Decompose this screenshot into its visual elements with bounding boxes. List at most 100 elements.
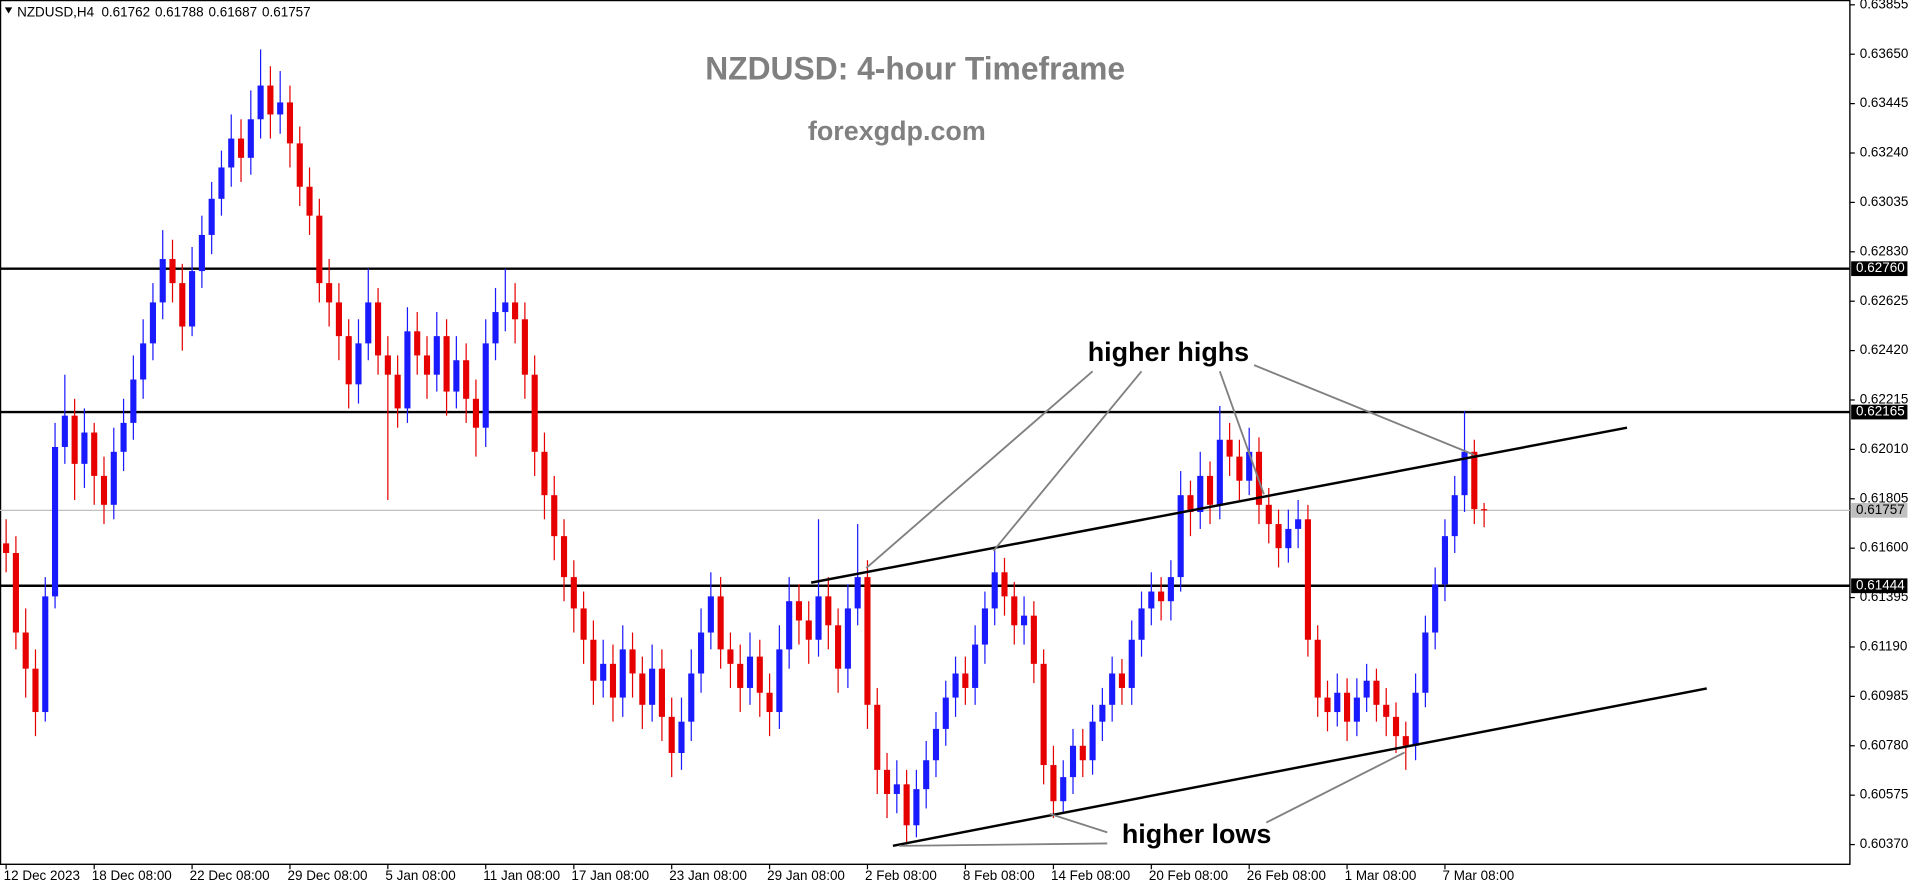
candle-body (835, 625, 842, 669)
candle-body (942, 697, 949, 729)
candle-body (678, 721, 685, 754)
symbol: NZDUSD,H4 (17, 4, 94, 19)
candle-body (1118, 673, 1126, 688)
price-box (1851, 578, 1908, 594)
candle-body (1441, 536, 1449, 585)
x-tick-label: 2 Feb 08:00 (865, 868, 937, 883)
candle-body (228, 138, 235, 168)
candle-body (825, 596, 832, 626)
candle-body (286, 102, 294, 144)
candle-body (649, 668, 656, 705)
candle-body (12, 553, 19, 633)
candle-body (394, 374, 401, 409)
candle-body (658, 668, 665, 717)
close: 0.61757 (262, 4, 311, 19)
candle-body (1177, 495, 1184, 578)
candle-body (609, 663, 617, 698)
pointer-line (992, 370, 1143, 552)
annotation: higher lows (1122, 819, 1271, 849)
candle-body (639, 673, 646, 705)
candle-body (1138, 608, 1145, 640)
candle-body (1099, 704, 1106, 722)
candle-body (71, 415, 78, 464)
y-tick-label: 0.60575 (1860, 787, 1909, 802)
candle-body (776, 649, 783, 713)
trendline (892, 687, 1708, 847)
candle-body (629, 649, 636, 674)
y-tick-label: 0.61805 (1860, 490, 1909, 505)
candle-body (932, 728, 940, 761)
candle-body (1344, 692, 1351, 722)
pointer-line (899, 842, 1108, 847)
candle-body (619, 649, 626, 698)
candle-body (688, 673, 695, 722)
candle-body (247, 119, 254, 158)
candle-body (1451, 495, 1458, 537)
candle-body (913, 789, 920, 826)
x-tick-label: 14 Feb 08:00 (1051, 868, 1130, 883)
pointer-line (1049, 813, 1108, 834)
candle-body (384, 355, 391, 375)
candle-body (433, 336, 440, 375)
candle-body (746, 656, 754, 688)
candle-body (786, 601, 793, 650)
candle-body (100, 475, 108, 505)
candle-body (3, 543, 10, 554)
x-tick-label: 8 Feb 08:00 (963, 868, 1035, 883)
candle-body (140, 343, 147, 380)
candle-body (189, 271, 196, 327)
trendline (810, 426, 1628, 584)
candle-body (492, 312, 499, 344)
candle-body (854, 577, 861, 609)
price-box-label: 0.62760 (1856, 260, 1905, 275)
candle-body (1050, 765, 1057, 802)
header: NZDUSD,H4 0.61762 0.61788 0.61687 0.61757 (17, 4, 311, 19)
price-box (1851, 502, 1908, 518)
chart-subtitle: forexgdp.com (808, 116, 986, 146)
candle-body (208, 198, 215, 235)
price-box (1851, 261, 1908, 277)
x-tick-label: 29 Dec 08:00 (288, 868, 368, 883)
y-tick-label: 0.62215 (1860, 392, 1909, 407)
candle-body (159, 259, 166, 303)
candle-body (404, 331, 411, 409)
candle-body (81, 432, 88, 464)
candle-body (1079, 745, 1086, 761)
x-tick-label: 20 Feb 08:00 (1149, 868, 1228, 883)
price-box-label: 0.61757 (1856, 502, 1905, 517)
overlay: NZDUSD,H4 0.61762 0.61788 0.61687 0.61757 NZ… (4, 4, 1475, 849)
candle-body (1069, 745, 1077, 778)
candle-body (169, 259, 176, 284)
candle-body (1109, 673, 1116, 705)
candle-body (1383, 704, 1390, 717)
candle-body (893, 784, 900, 794)
y-tick-label: 0.62830 (1860, 243, 1909, 258)
candle-body (1021, 615, 1028, 626)
candle-body (1295, 519, 1302, 529)
candle-body (815, 596, 822, 640)
candle-body (541, 451, 548, 496)
candle-body (61, 415, 68, 447)
low: 0.61687 (209, 4, 258, 19)
candle-body (1197, 475, 1204, 513)
y-tick-label: 0.61190 (1860, 639, 1908, 654)
candle-body (717, 596, 724, 650)
candle-body (443, 336, 450, 392)
candle-body (472, 398, 479, 428)
candle-body (1432, 584, 1439, 633)
candle-body (91, 432, 98, 476)
candle-body (1373, 680, 1380, 705)
y-tick-label: 0.60780 (1860, 737, 1909, 752)
candle-body (1206, 475, 1214, 505)
candle-body (296, 143, 303, 187)
candle-body (1001, 572, 1008, 597)
candle-body (237, 138, 245, 158)
candle-body (1128, 639, 1135, 688)
y-tick-label: 0.63240 (1860, 145, 1909, 160)
candle-body (482, 343, 489, 428)
candle-body (991, 572, 998, 609)
candle-body (1471, 451, 1478, 510)
candle-body (531, 374, 538, 452)
candle-body (316, 215, 323, 284)
